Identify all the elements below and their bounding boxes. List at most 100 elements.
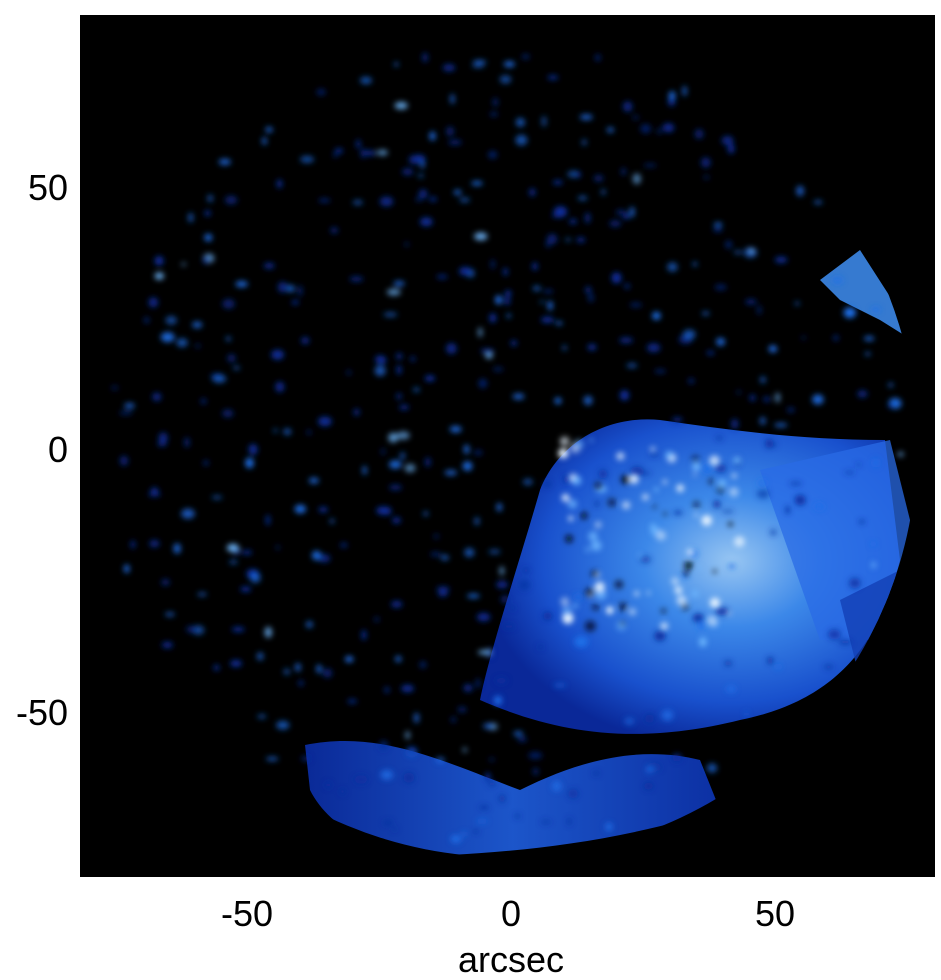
- network-point: [316, 664, 322, 674]
- network-point: [488, 150, 498, 159]
- network-point: [859, 519, 865, 524]
- network-point: [551, 780, 562, 792]
- network-point: [213, 664, 220, 671]
- network-point: [692, 262, 698, 266]
- network-point: [844, 471, 855, 475]
- network-point: [595, 54, 601, 62]
- network-point: [275, 381, 285, 393]
- network-point: [404, 242, 409, 247]
- network-point: [202, 256, 210, 265]
- plume-core: [683, 570, 689, 576]
- network-point: [721, 509, 734, 514]
- network-point: [623, 213, 630, 220]
- network-point: [606, 127, 615, 133]
- network-point: [813, 200, 823, 204]
- network-point: [540, 820, 551, 824]
- network-point: [767, 656, 774, 665]
- network-point: [386, 288, 401, 296]
- network-point: [451, 716, 456, 723]
- network-point: [393, 280, 405, 287]
- network-point: [396, 431, 410, 440]
- plume-core: [616, 621, 627, 631]
- network-point: [476, 819, 488, 823]
- plume-core: [618, 602, 628, 612]
- network-point: [649, 452, 660, 457]
- plume-core: [607, 498, 616, 507]
- network-point: [794, 494, 806, 506]
- network-point: [588, 293, 594, 303]
- plume-core: [642, 493, 649, 501]
- network-point: [294, 663, 301, 672]
- network-point: [489, 758, 495, 762]
- network-point: [594, 500, 600, 507]
- network-point: [532, 262, 538, 271]
- plume-core: [650, 526, 660, 536]
- network-point: [339, 789, 346, 795]
- plume-core: [728, 522, 733, 527]
- network-point: [297, 285, 303, 297]
- network-point: [257, 714, 267, 719]
- network-point: [480, 348, 495, 354]
- network-point: [605, 822, 613, 832]
- network-point: [283, 428, 292, 436]
- network-point: [748, 248, 755, 254]
- network-point: [574, 636, 588, 648]
- network-point: [553, 683, 566, 687]
- network-point: [503, 624, 515, 629]
- network-point: [569, 219, 577, 224]
- network-point: [436, 586, 450, 593]
- network-point: [226, 543, 239, 553]
- network-point: [713, 500, 721, 509]
- network-point: [316, 88, 326, 96]
- plume-core: [621, 475, 630, 484]
- network-point: [227, 354, 236, 363]
- network-point: [833, 335, 839, 341]
- network-point: [399, 404, 409, 410]
- network-point: [490, 259, 495, 270]
- network-point: [301, 337, 310, 345]
- network-point: [248, 444, 258, 455]
- plume-core: [594, 482, 602, 489]
- plume-core: [572, 475, 582, 486]
- network-point: [510, 340, 517, 346]
- network-point: [472, 60, 487, 65]
- network-point: [418, 189, 428, 199]
- network-point: [647, 766, 657, 771]
- network-point: [123, 564, 130, 573]
- network-point: [475, 678, 481, 689]
- network-point: [546, 240, 551, 248]
- network-point: [485, 772, 491, 782]
- x-axis-label: arcsec: [458, 939, 564, 980]
- network-point: [333, 153, 338, 158]
- network-point: [275, 545, 280, 550]
- network-point: [273, 428, 278, 433]
- network-point: [577, 195, 588, 201]
- network-point: [827, 629, 841, 640]
- network-point: [463, 444, 470, 455]
- plume-core: [691, 455, 700, 464]
- network-point: [702, 463, 712, 474]
- plume-core: [590, 570, 598, 578]
- plume-core: [654, 487, 659, 492]
- network-point: [509, 605, 516, 611]
- network-point: [291, 300, 299, 305]
- network-point: [158, 432, 168, 444]
- network-point: [645, 714, 655, 723]
- x-tick-0: 0: [501, 893, 521, 934]
- plume-core: [572, 603, 579, 609]
- network-point: [573, 593, 583, 601]
- plume-core: [629, 474, 639, 484]
- network-point: [231, 627, 245, 632]
- network-point: [383, 820, 393, 826]
- network-point: [671, 753, 682, 762]
- plume-core: [594, 581, 605, 592]
- network-point: [448, 139, 462, 145]
- network-point: [629, 302, 643, 308]
- network-point: [376, 356, 387, 365]
- network-point: [897, 451, 904, 457]
- network-point: [306, 430, 312, 435]
- network-point: [212, 374, 227, 383]
- network-point: [124, 402, 135, 409]
- network-point: [424, 375, 436, 382]
- network-point: [499, 75, 512, 84]
